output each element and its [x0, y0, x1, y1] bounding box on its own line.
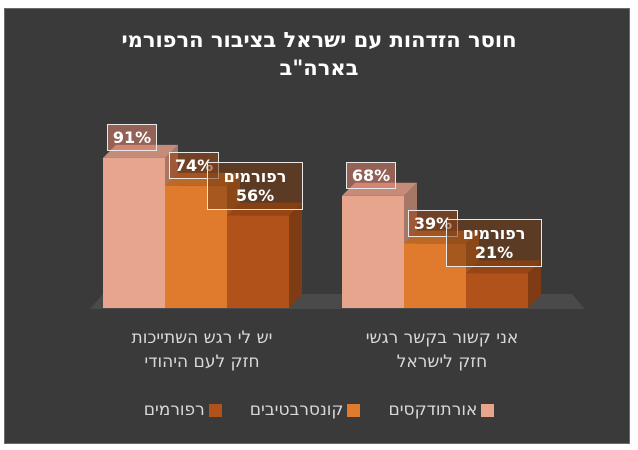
legend-swatch-conservative: [347, 403, 361, 417]
chart-title-line1: חוסר הזדהות עם ישראל בציבור הרפורמי: [121, 28, 517, 52]
legend-item-orthodox: אורתודקסים: [388, 400, 495, 420]
category-label-israel: אני קשור בקשר רגשי חזק לישראל: [322, 326, 562, 374]
category-label-israel-line1: אני קשור בקשר רגשי: [365, 328, 519, 348]
data-label-orthodox-belonging: 91%: [107, 123, 157, 151]
data-label-orthodox-israel: 68%: [346, 161, 396, 189]
legend-swatch-orthodox: [481, 403, 495, 417]
legend-swatch-reform: [208, 403, 222, 417]
bar-reform-israel: [466, 260, 541, 308]
data-label-reform-name-belonging: רפורמים: [223, 166, 287, 186]
legend-item-reform: רפורמים: [144, 400, 222, 420]
data-label-reform-name-israel: רפורמים: [462, 224, 526, 244]
chart-title-line2: בארה"ב: [279, 56, 359, 80]
category-label-israel-line2: חזק לישראל: [396, 352, 488, 372]
bar-reform-belonging: [227, 202, 302, 308]
data-label-reform-israel: רפורמים 21%: [446, 219, 542, 268]
category-label-belonging-line2: חזק לעם היהודי: [144, 352, 260, 372]
legend-label-orthodox: אורתודקסים: [388, 400, 478, 420]
legend-item-conservative: קונסרבטיבים: [250, 400, 361, 420]
legend-label-conservative: קונסרבטיבים: [249, 400, 344, 420]
data-label-reform-belonging: רפורמים 56%: [207, 161, 303, 210]
data-label-reform-value-belonging: 56%: [235, 185, 275, 205]
data-label-reform-value-israel: 21%: [474, 243, 514, 263]
category-label-belonging: יש לי רגש השתייכות חזק לעם היהודי: [82, 326, 322, 374]
category-label-belonging-line1: יש לי רגש השתייכות: [131, 328, 273, 348]
legend: אורתודקסים קונסרבטיבים רפורמים: [0, 400, 638, 420]
legend-label-reform: רפורמים: [143, 400, 205, 420]
